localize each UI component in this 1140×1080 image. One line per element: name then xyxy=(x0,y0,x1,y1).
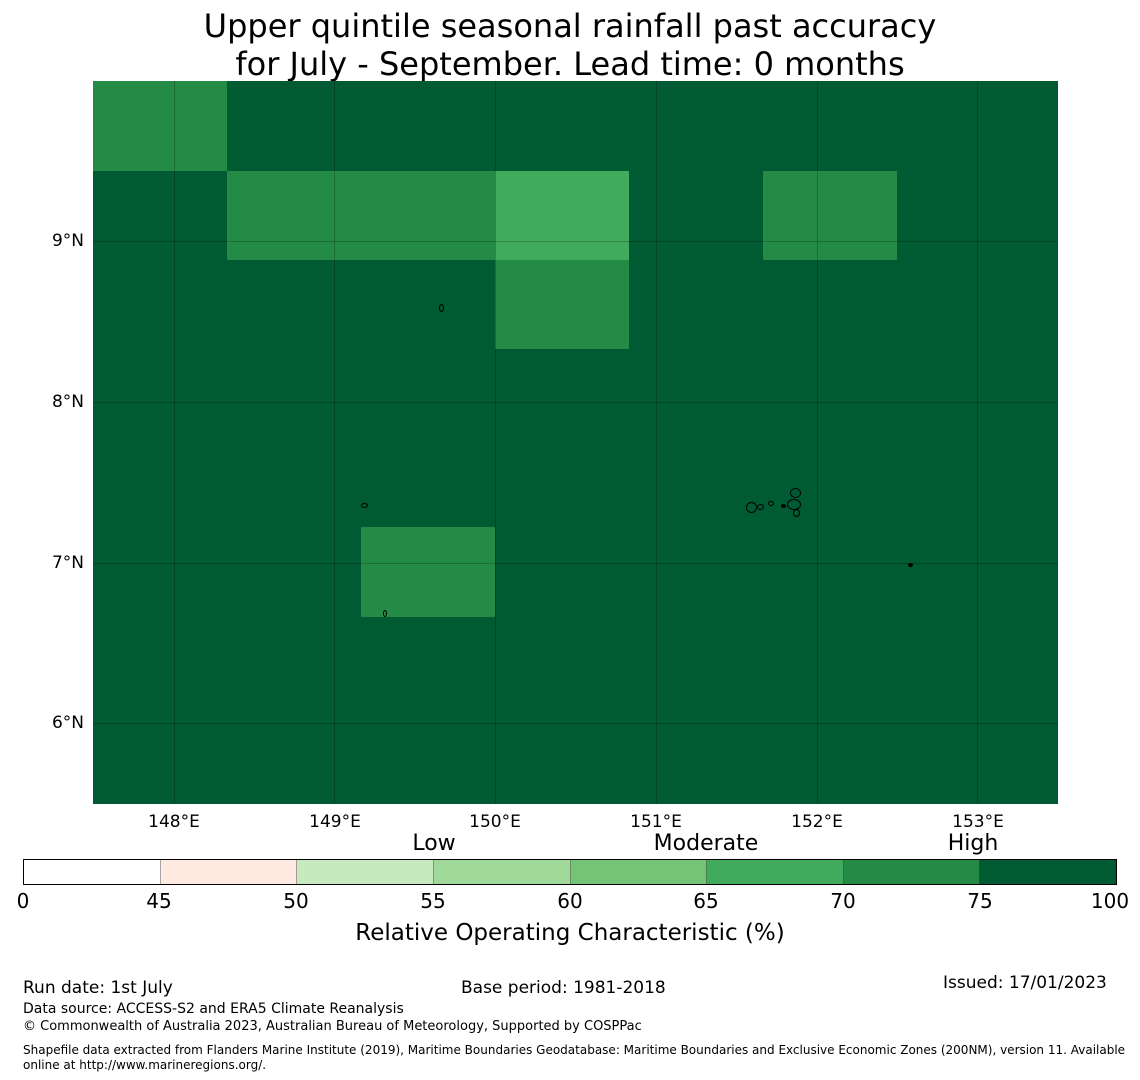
longitude-gridline xyxy=(656,81,657,804)
island-outline xyxy=(790,488,801,498)
longitude-gridline xyxy=(334,81,335,804)
colorbar-segment xyxy=(160,860,298,884)
longitude-label: 153°E xyxy=(952,812,1004,832)
colorbar xyxy=(23,859,1117,885)
latitude-gridline xyxy=(93,241,1058,242)
rainfall-accuracy-map xyxy=(93,81,1058,804)
base-period: Base period: 1981-2018 xyxy=(461,978,666,998)
longitude-gridline xyxy=(495,81,496,804)
colorbar-title: Relative Operating Characteristic (%) xyxy=(355,920,785,946)
latitude-label: 7°N xyxy=(51,553,84,573)
shapefile-credit-line-2: online at http://www.marineregions.org/. xyxy=(23,1058,267,1072)
longitude-gridline xyxy=(817,81,818,804)
colorbar-tick-label: 75 xyxy=(967,889,993,913)
colorbar-segment xyxy=(297,860,434,884)
grid-cell-65-70 xyxy=(495,171,629,260)
island-outline xyxy=(746,502,757,513)
island-outline xyxy=(793,509,800,517)
colorbar-segment xyxy=(843,860,981,884)
colorbar-segment xyxy=(570,860,708,884)
colorbar-tick-label: 70 xyxy=(830,889,856,913)
latitude-gridline xyxy=(93,402,1058,403)
shapefile-credit-line-1: Shapefile data extracted from Flanders M… xyxy=(23,1043,1126,1057)
longitude-label: 149°E xyxy=(309,812,361,832)
grid-cell-70-75 xyxy=(763,171,897,260)
island-outline xyxy=(361,503,368,508)
colorbar-segment xyxy=(24,860,161,884)
longitude-label: 148°E xyxy=(148,812,200,832)
map-title-line-2: for July - September. Lead time: 0 month… xyxy=(235,45,905,83)
latitude-label: 6°N xyxy=(51,713,84,733)
run-date: Run date: 1st July xyxy=(23,978,173,998)
latitude-label: 9°N xyxy=(51,231,84,251)
grid-cell-70-75 xyxy=(227,171,495,260)
issued-date: Issued: 17/01/2023 xyxy=(943,973,1107,993)
grid-cell-70-75 xyxy=(93,81,227,171)
colorbar-tick-label: 50 xyxy=(283,889,309,913)
latitude-gridline xyxy=(93,723,1058,724)
island-outline xyxy=(908,563,913,567)
colorbar-tick-label: 45 xyxy=(146,889,172,913)
longitude-label: 152°E xyxy=(791,812,843,832)
island-outline xyxy=(439,304,444,312)
copyright-notice: © Commonwealth of Australia 2023, Austra… xyxy=(23,1019,642,1034)
longitude-gridline xyxy=(977,81,978,804)
colorbar-tick-label: 100 xyxy=(1090,889,1130,913)
colorbar-tick-label: 65 xyxy=(693,889,719,913)
colorbar-tick-label: 60 xyxy=(557,889,583,913)
data-source: Data source: ACCESS-S2 and ERA5 Climate … xyxy=(23,1001,404,1017)
island-outline xyxy=(383,610,387,617)
colorbar-tick-label: 0 xyxy=(16,889,30,913)
colorbar-segment xyxy=(433,860,571,884)
latitude-gridline xyxy=(93,563,1058,564)
map-title-line-1: Upper quintile seasonal rainfall past ac… xyxy=(203,7,937,45)
colorbar-tick-label: 55 xyxy=(420,889,446,913)
category-label-high: High xyxy=(947,831,999,856)
category-label-low: Low xyxy=(412,831,456,856)
grid-cell-70-75 xyxy=(495,260,629,349)
longitude-label: 150°E xyxy=(469,812,521,832)
colorbar-segment xyxy=(707,860,844,884)
island-outline xyxy=(781,504,786,508)
colorbar-segment xyxy=(980,860,1116,884)
longitude-gridline xyxy=(174,81,175,804)
category-label-moderate: Moderate xyxy=(653,831,759,856)
island-outline xyxy=(757,504,764,510)
grid-cell-70-75 xyxy=(361,527,495,617)
latitude-label: 8°N xyxy=(51,392,84,412)
island-outline xyxy=(787,499,801,510)
longitude-label: 151°E xyxy=(630,812,682,832)
island-outline xyxy=(768,501,774,506)
